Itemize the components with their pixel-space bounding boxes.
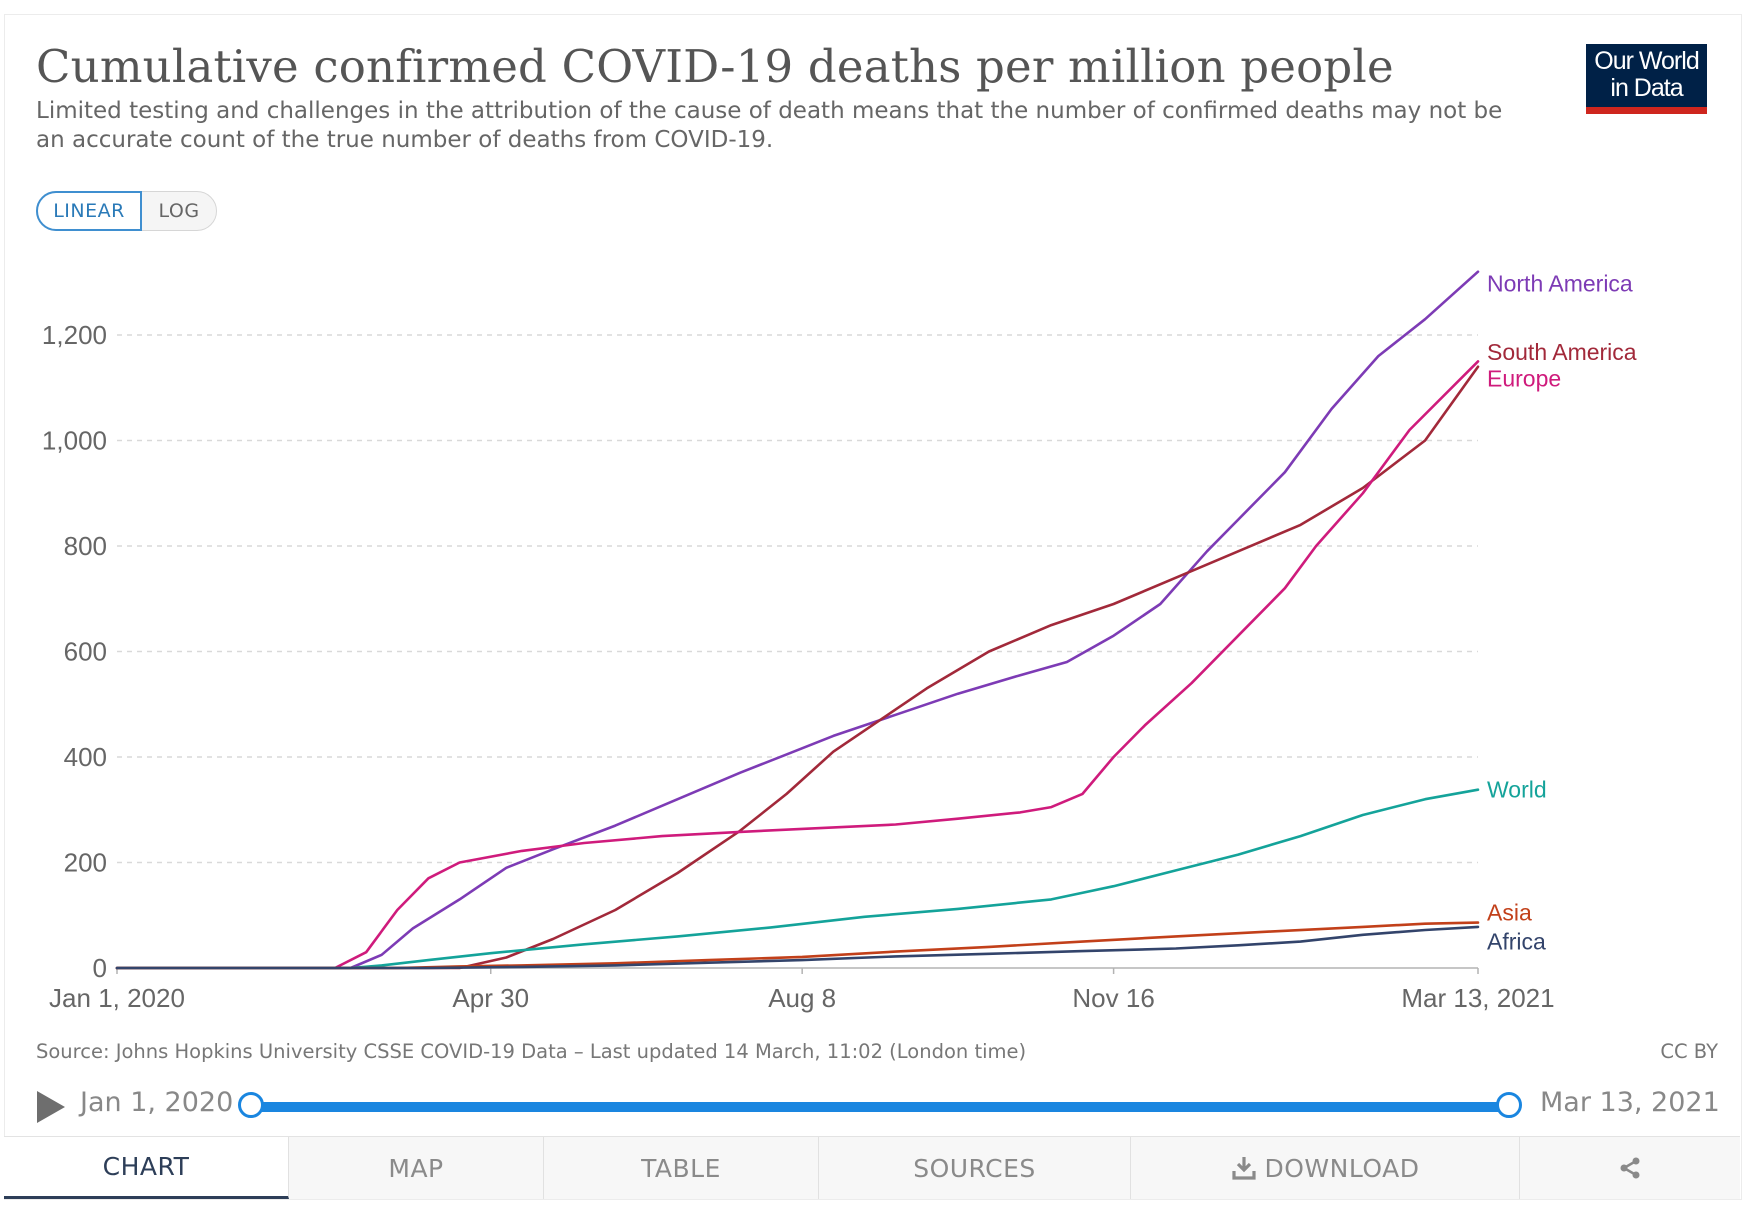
share-button[interactable]	[1520, 1137, 1740, 1199]
x-tick-label: Jan 1, 2020	[49, 983, 185, 1013]
y-tick-label: 200	[64, 848, 107, 878]
chart-title: Cumulative confirmed COVID-19 deaths per…	[36, 40, 1394, 93]
tab-bar: CHART MAP TABLE SOURCES DOWNLOAD	[4, 1136, 1740, 1199]
timeline: Jan 1, 2020 Mar 13, 2021	[0, 1085, 1752, 1129]
tab-table[interactable]: TABLE	[544, 1137, 819, 1199]
series-line-world[interactable]	[115, 788, 1480, 970]
scale-toggle: LINEAR LOG	[36, 191, 217, 231]
tab-map[interactable]: MAP	[289, 1137, 544, 1199]
log-scale-button[interactable]: LOG	[158, 200, 200, 222]
y-tick-label: 800	[64, 531, 107, 561]
source-note: Source: Johns Hopkins University CSSE CO…	[36, 1040, 1027, 1063]
series-label-south-america[interactable]: South America	[1487, 339, 1637, 365]
series-line-south-america[interactable]	[115, 365, 1480, 970]
series-label-asia[interactable]: Asia	[1487, 900, 1532, 926]
tab-download-label: DOWNLOAD	[1264, 1153, 1420, 1183]
chart-subtitle: Limited testing and challenges in the at…	[36, 98, 1503, 153]
series-label-africa[interactable]: Africa	[1487, 929, 1546, 955]
tab-chart[interactable]: CHART	[4, 1137, 289, 1199]
share-icon	[1620, 1157, 1640, 1179]
series-line-asia[interactable]	[115, 921, 1480, 970]
line-chart: 0 200 400 600 800 1,000 1,200 Jan 1, 2020 Apr 3…	[42, 270, 1637, 1013]
x-tick-label: Mar 13, 2021	[1401, 983, 1554, 1013]
logo-line-1: Our World	[1594, 47, 1699, 75]
timeline-start-handle[interactable]	[238, 1092, 264, 1118]
timeline-start-date: Jan 1, 2020	[80, 1087, 234, 1118]
x-axis: Jan 1, 2020 Apr 30 Aug 8 Nov 16 Mar 13, 2021	[49, 967, 1555, 1013]
x-tick-label: Nov 16	[1072, 983, 1154, 1013]
y-tick-label: 1,000	[42, 426, 107, 456]
timeline-end-date: Mar 13, 2021	[1540, 1087, 1720, 1118]
owid-logo[interactable]: Our World in Data	[1586, 44, 1707, 114]
y-tick-label: 400	[64, 742, 107, 772]
chart-card	[4, 14, 1742, 1200]
series-lines	[115, 270, 1480, 970]
x-tick-label: Aug 8	[768, 983, 836, 1013]
series-label-europe[interactable]: Europe	[1487, 365, 1561, 391]
y-tick-label: 1,200	[42, 320, 107, 350]
tab-map-label: MAP	[388, 1153, 444, 1183]
tab-table-label: TABLE	[641, 1153, 721, 1183]
y-tick-label: 0	[93, 953, 107, 983]
series-label-world[interactable]: World	[1487, 777, 1547, 803]
tab-sources[interactable]: SOURCES	[819, 1137, 1131, 1199]
play-icon[interactable]	[37, 1091, 65, 1123]
series-line-north-america[interactable]	[115, 270, 1480, 970]
tab-sources-label: SOURCES	[913, 1153, 1036, 1183]
series-label-north-america[interactable]: North America	[1487, 270, 1633, 296]
timeline-end-handle[interactable]	[1496, 1092, 1522, 1118]
series-line-europe[interactable]	[115, 360, 1480, 970]
timeline-track[interactable]	[252, 1102, 1510, 1112]
linear-scale-button[interactable]: LINEAR	[36, 191, 142, 231]
logo-line-2: in Data	[1610, 74, 1683, 102]
y-tick-label: 600	[64, 637, 107, 667]
x-tick-label: Apr 30	[452, 983, 529, 1013]
y-axis: 0 200 400 600 800 1,000 1,200	[42, 320, 107, 983]
tab-download[interactable]: DOWNLOAD	[1131, 1137, 1520, 1199]
series-line-africa[interactable]	[115, 925, 1480, 970]
license-link[interactable]: CC BY	[1660, 1040, 1718, 1063]
download-icon	[1231, 1157, 1256, 1180]
tab-chart-label: CHART	[102, 1152, 190, 1181]
